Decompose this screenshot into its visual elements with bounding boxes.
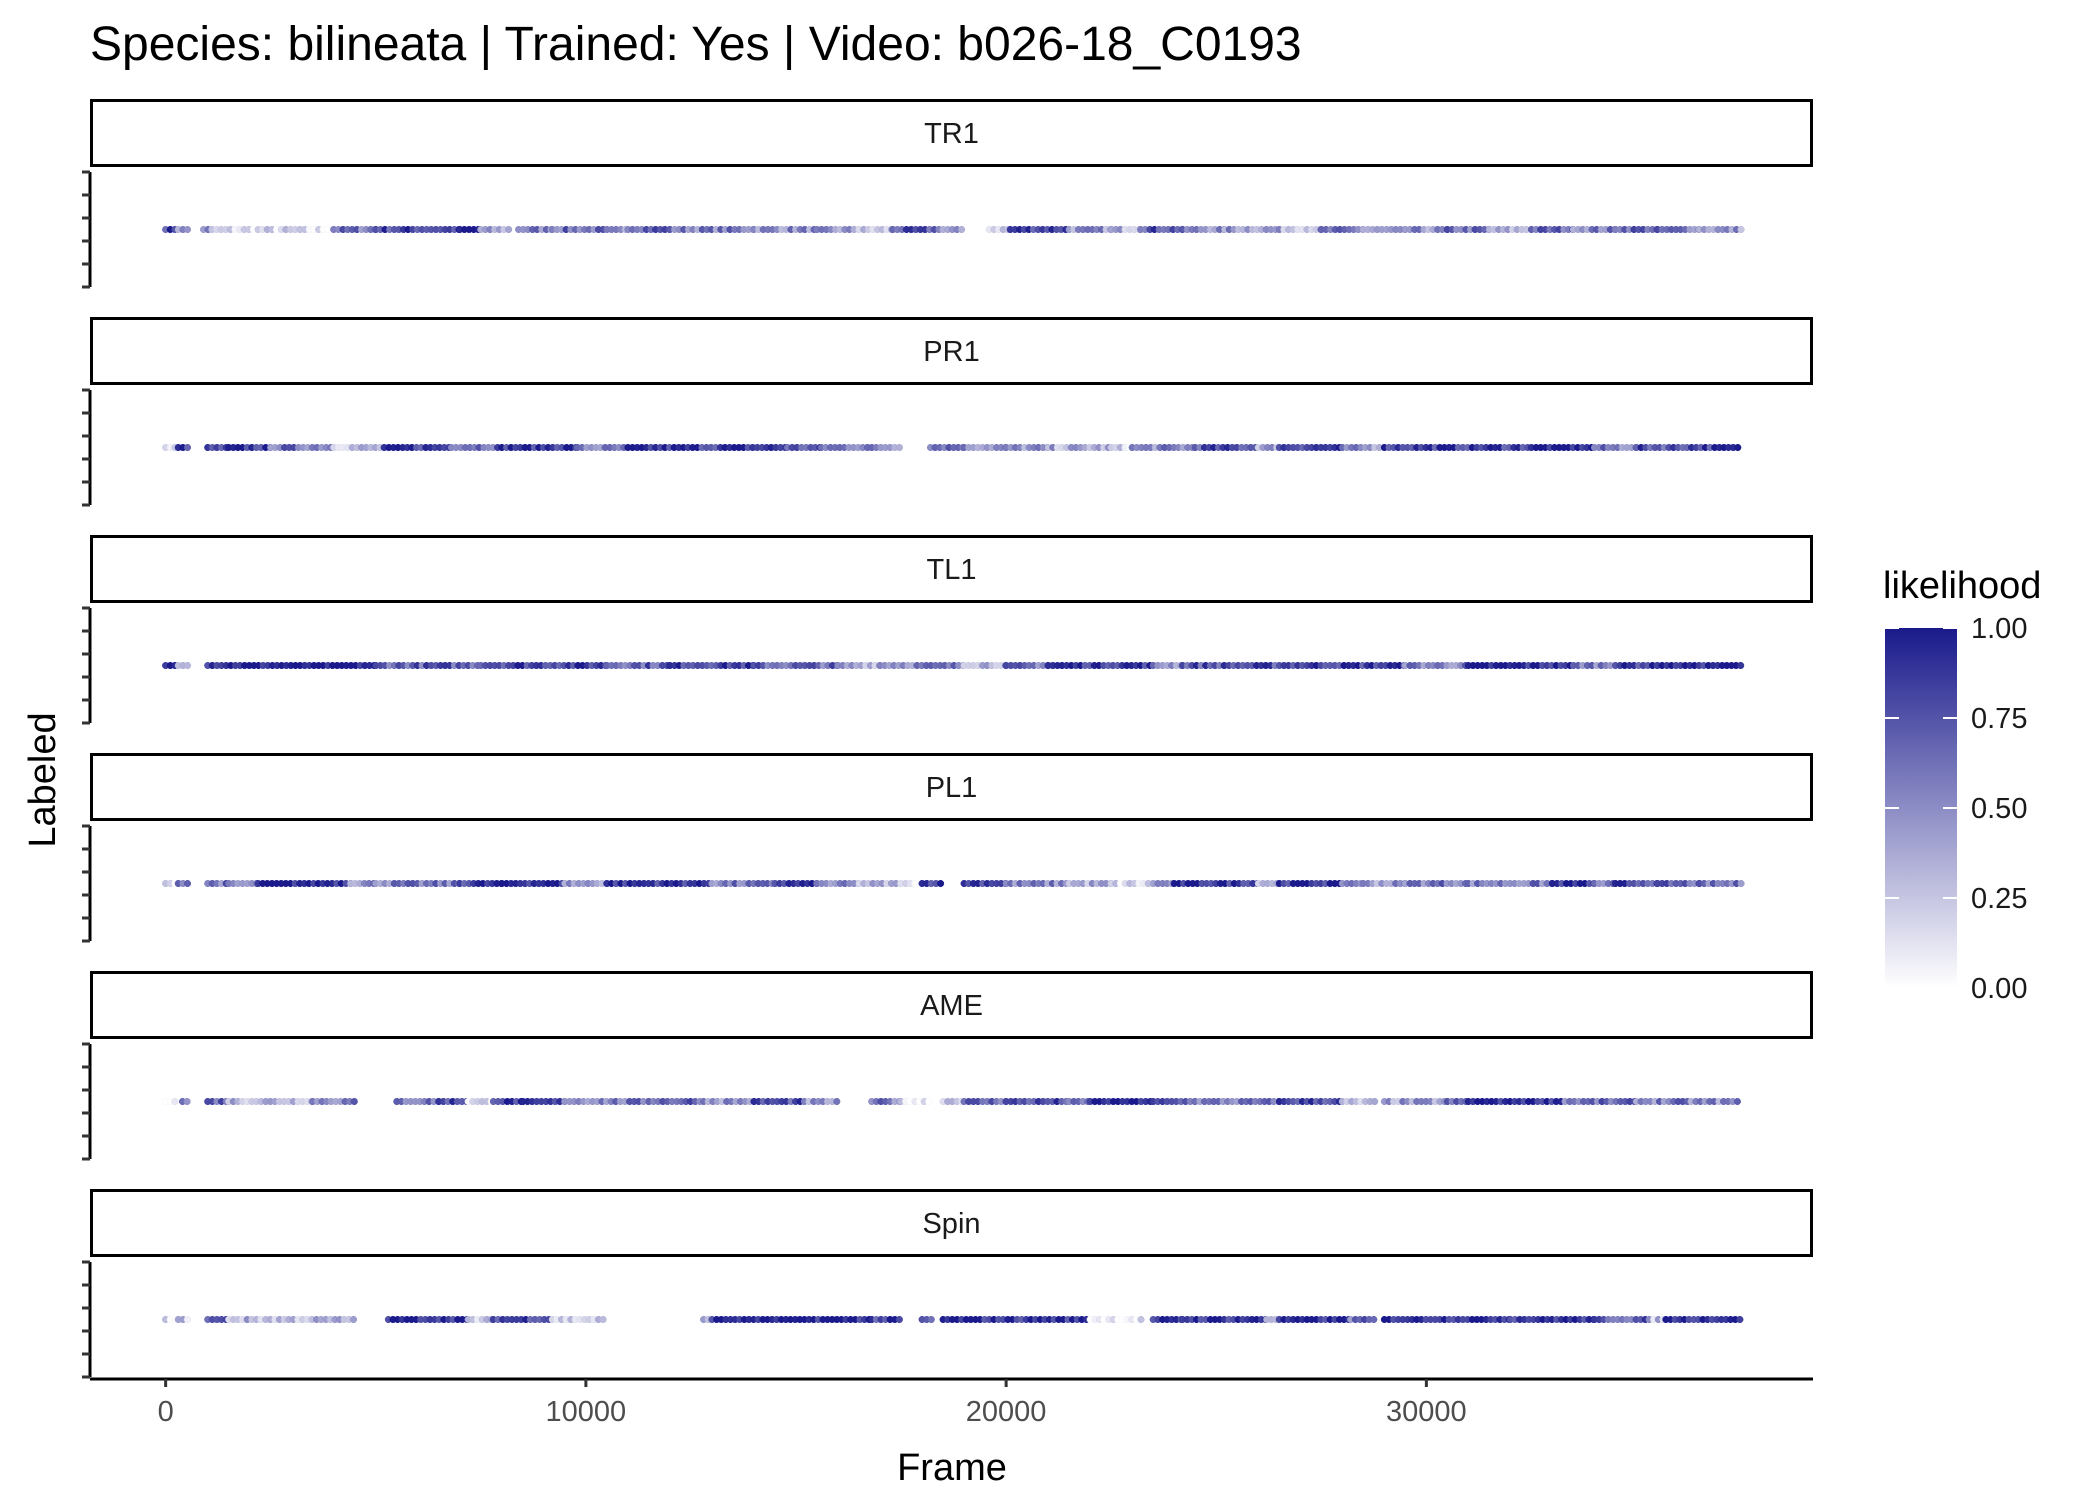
data-point [925, 1097, 933, 1106]
x-tick-label: 20000 [966, 1396, 1047, 1428]
data-point [1737, 879, 1745, 888]
legend-tick-label: 0.50 [1971, 793, 2027, 825]
data-point [599, 1315, 607, 1324]
data-point [1736, 1315, 1744, 1324]
data-point [937, 879, 945, 888]
strip-box [90, 317, 1813, 385]
data-point [183, 225, 192, 234]
data-point [1737, 661, 1745, 670]
strip-box [90, 99, 1813, 167]
data-point [183, 1315, 192, 1324]
data-point [833, 1097, 841, 1106]
data-point [183, 661, 192, 670]
chart-title: Species: bilineata | Trained: Yes | Vide… [90, 18, 1302, 71]
data-point [505, 225, 513, 234]
strip-box [90, 1189, 1813, 1257]
legend-ticks: 0.00 0.25 0.50 0.75 1.00 [1885, 613, 2027, 1005]
data-point [183, 1097, 191, 1106]
data-point [895, 1315, 903, 1324]
strip-label: TL1 [927, 554, 977, 586]
legend: likelihood 0.00 0.25 0.50 0.75 1.00 [1883, 565, 2041, 1005]
data-point [350, 1097, 358, 1106]
data-point [349, 1315, 358, 1324]
points-tl1 [162, 661, 1745, 670]
x-tick-label: 10000 [546, 1396, 627, 1428]
x-tick-label: 30000 [1386, 1396, 1467, 1428]
data-point [183, 879, 192, 888]
data-point [958, 225, 966, 234]
points-pl1 [162, 879, 1745, 888]
legend-tick-label: 0.75 [1971, 703, 2027, 735]
strip-box [90, 753, 1813, 821]
data-point [1737, 225, 1745, 234]
panels: TR1 PR1 TL1 PL1 AME Spin [82, 99, 1813, 1379]
legend-tick-label: 1.00 [1971, 613, 2027, 645]
panel-tr1: TR1 [82, 99, 1813, 289]
x-tick-label: 0 [158, 1396, 174, 1428]
strip-label: PR1 [923, 336, 979, 368]
panel-ame: AME [82, 971, 1813, 1161]
strip-label: PL1 [926, 772, 978, 804]
strip-label: TR1 [924, 118, 979, 150]
strip-label: Spin [922, 1208, 980, 1240]
panel-tl1: TL1 [82, 535, 1813, 725]
data-point [927, 1315, 935, 1324]
x-axis: 0 10000 20000 30000 [90, 1377, 1813, 1428]
points-spin [162, 1315, 1744, 1324]
points-pr1 [162, 443, 1742, 452]
panel-pr1: PR1 [82, 317, 1813, 507]
legend-title: likelihood [1883, 565, 2041, 607]
data-point [171, 1097, 179, 1106]
x-axis-title: Frame [897, 1447, 1007, 1489]
strip-box [90, 535, 1813, 603]
legend-tick-label: 0.00 [1971, 973, 2027, 1005]
data-point [1370, 1315, 1378, 1324]
data-point [1733, 1097, 1741, 1106]
y-axis-title: Labeled [22, 712, 64, 847]
data-point [1137, 1315, 1145, 1324]
points-ame [162, 1097, 1741, 1106]
points-tr1 [162, 225, 1745, 234]
panel-spin: Spin [82, 1189, 1813, 1379]
strip-box [90, 971, 1813, 1039]
legend-tick-label: 0.25 [1971, 883, 2027, 915]
data-point [1371, 1097, 1379, 1106]
data-point [183, 443, 192, 452]
panel-pl1: PL1 [82, 753, 1813, 943]
data-point [1734, 443, 1742, 452]
strip-label: AME [920, 990, 983, 1022]
data-point [895, 443, 903, 452]
